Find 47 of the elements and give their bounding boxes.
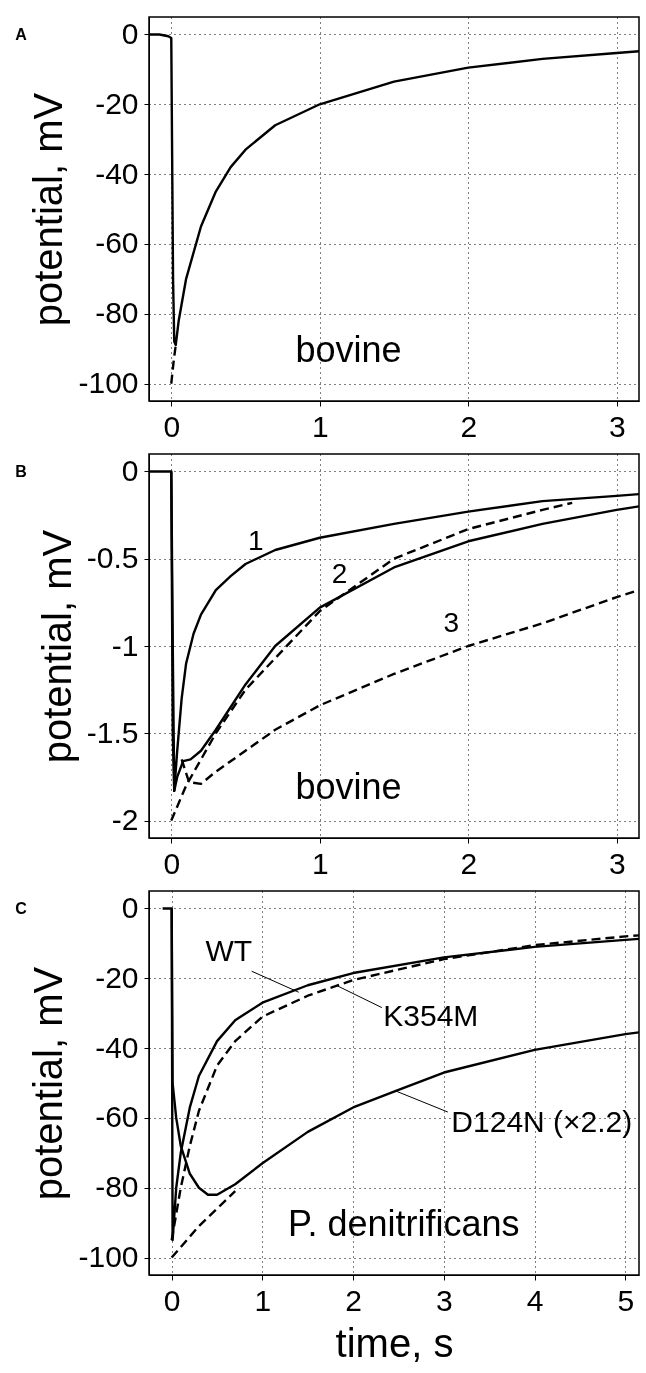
y-tick-label: -40 — [95, 1030, 139, 1064]
annotation: D124N (×2.2) — [451, 1105, 633, 1139]
y-tick-label: -100 — [78, 1240, 139, 1274]
y-tick-label: -80 — [95, 296, 139, 330]
x-tick-label: 1 — [254, 1283, 272, 1317]
y-tick-label: 0 — [121, 890, 139, 924]
x-tick-label: 0 — [163, 846, 181, 880]
y-tick-label: -1.5 — [86, 715, 139, 749]
x-tick-label: 4 — [526, 1283, 544, 1317]
annotation: 3 — [443, 607, 460, 639]
y-axis-title: potential, mV — [26, 966, 71, 1201]
y-tick-label: -60 — [95, 226, 139, 260]
y-axis-title: potential, mV — [26, 92, 71, 327]
y-tick-label: -60 — [95, 1100, 139, 1134]
x-tick-label: 3 — [608, 846, 626, 880]
x-tick-label: 2 — [460, 846, 478, 880]
x-tick-label: 2 — [345, 1283, 363, 1317]
text: A — [15, 26, 28, 43]
x-tick-label: 2 — [460, 409, 478, 443]
y-tick-label: 0 — [121, 453, 139, 487]
annotation: 2 — [331, 557, 348, 589]
x-tick-label: 0 — [163, 409, 181, 443]
y-tick-label: -1 — [111, 628, 139, 662]
annotation: bovine — [295, 766, 402, 808]
y-tick-label: -2 — [111, 803, 139, 837]
y-tick-label: -0.5 — [86, 541, 139, 575]
annotation: P. denitrificans — [288, 1203, 520, 1245]
x-tick-label: 3 — [608, 409, 626, 443]
y-axis-title: potential, mV — [34, 529, 79, 764]
y-tick-label: -80 — [95, 1170, 139, 1204]
y-tick-label: 0 — [121, 16, 139, 50]
x-tick-label: 3 — [436, 1283, 453, 1317]
x-tick-label: 0 — [163, 1283, 181, 1317]
x-axis-title: time, s — [335, 1320, 454, 1365]
y-tick-label: -40 — [95, 156, 139, 190]
annotation: WT — [205, 934, 253, 968]
y-tick-label: -20 — [95, 960, 139, 994]
y-tick-label: -20 — [95, 86, 139, 120]
text: C — [15, 900, 28, 917]
text: B — [15, 463, 27, 480]
annotation: 1 — [248, 525, 264, 557]
x-tick-label: 1 — [311, 846, 329, 880]
annotation: K354M — [383, 998, 479, 1032]
annotation: bovine — [295, 329, 402, 371]
x-tick-label: 5 — [617, 1283, 635, 1317]
x-tick-label: 1 — [311, 409, 329, 443]
y-tick-label: -100 — [78, 366, 139, 400]
